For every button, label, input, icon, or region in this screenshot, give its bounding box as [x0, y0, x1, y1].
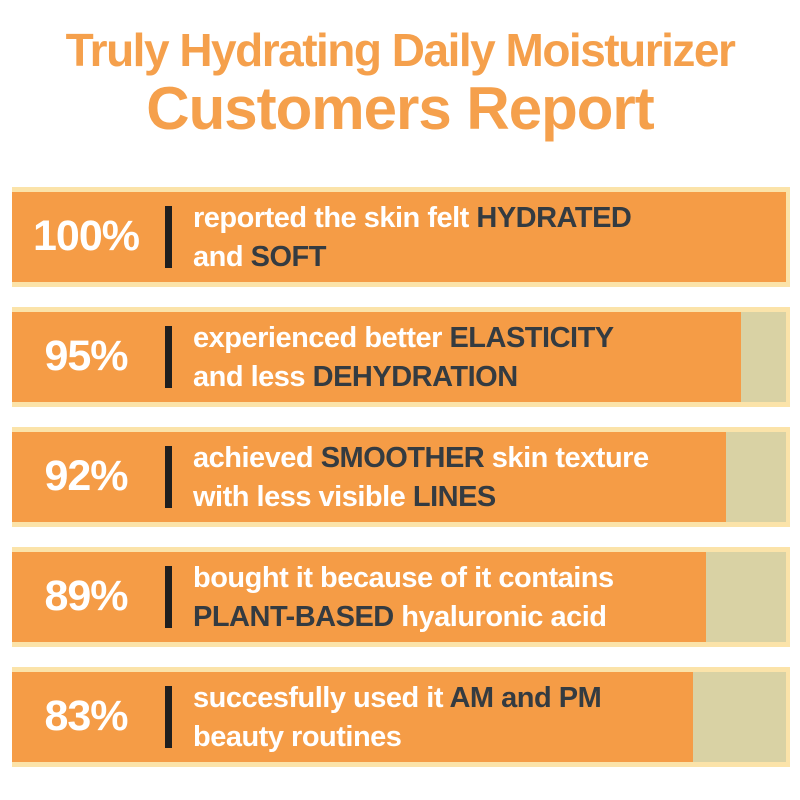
- bar-description-line: succesfully used it AM and PM: [193, 679, 602, 717]
- bar-description-line: reported the skin felt HYDRATED: [193, 199, 632, 237]
- bar-row: 89% bought it because of it contains PLAN…: [12, 546, 790, 647]
- bar-fill: [12, 431, 727, 522]
- regular-text: and: [193, 240, 251, 273]
- highlighted-text: SOFT: [250, 240, 327, 273]
- page-title: Truly Hydrating Daily Moisturizer: [65, 24, 736, 76]
- bar-content: 100% reported the skin felt HYDRATED and …: [12, 192, 786, 282]
- regular-text: skin texture: [484, 442, 649, 475]
- highlighted-text: SMOOTHER: [320, 442, 485, 475]
- page-subtitle: Customers Report: [146, 74, 654, 142]
- bar-percent-label: 83%: [44, 692, 128, 741]
- bar-fill: [12, 191, 786, 282]
- highlighted-text: PLANT-BASED: [193, 600, 394, 633]
- regular-text: bought it because of it contains: [193, 562, 614, 595]
- vertical-divider: [165, 205, 172, 268]
- regular-text: and less: [193, 360, 313, 393]
- bar-description: experienced better ELASTICITY and less DE…: [193, 317, 614, 396]
- bar-description-line: and SOFT: [193, 238, 631, 276]
- bar-chart: 100% reported the skin felt HYDRATED and …: [12, 186, 790, 767]
- regular-text: beauty routines: [193, 720, 402, 753]
- bar-percent-label: 89%: [44, 572, 128, 621]
- bar-row: 95% experienced better ELASTICITY and les…: [12, 306, 790, 407]
- highlighted-text: ELASTICITY: [449, 322, 614, 355]
- vertical-divider: [165, 685, 172, 748]
- bar-description: bought it because of it contains PLANT-BA…: [193, 557, 614, 636]
- bar-description: achieved SMOOTHER skin texture with less …: [193, 437, 649, 516]
- bar-track: 100% reported the skin felt HYDRATED and …: [12, 186, 790, 287]
- regular-text: achieved: [193, 442, 321, 475]
- bar-fill: [12, 551, 706, 642]
- bar-track: 83% succesfully used it AM and PM beauty …: [12, 666, 790, 767]
- highlighted-text: HYDRATED: [476, 202, 632, 235]
- bar-content: 83% succesfully used it AM and PM beauty …: [12, 672, 786, 762]
- regular-text: reported the skin felt: [193, 202, 477, 235]
- bar-percent-label: 95%: [44, 332, 128, 381]
- regular-text: hyaluronic acid: [393, 600, 607, 633]
- bar-description-line: experienced better ELASTICITY: [193, 319, 614, 357]
- bar-content: 95% experienced better ELASTICITY and les…: [12, 312, 786, 402]
- bar-description-line: beauty routines: [193, 718, 601, 756]
- highlighted-text: DEHYDRATION: [312, 360, 519, 393]
- vertical-divider: [165, 565, 172, 628]
- bar-content: 92% achieved SMOOTHER skin texture with l…: [12, 432, 786, 522]
- bar-content: 89% bought it because of it contains PLAN…: [12, 552, 786, 642]
- bar-percent-label: 92%: [44, 452, 128, 501]
- bar-track: 89% bought it because of it contains PLAN…: [12, 546, 790, 647]
- bar-description-line: with less visible LINES: [193, 478, 649, 516]
- bar-row: 100% reported the skin felt HYDRATED and …: [12, 186, 790, 287]
- bar-track: 92% achieved SMOOTHER skin texture with l…: [12, 426, 790, 527]
- bar-fill: [12, 671, 694, 762]
- bar-description: succesfully used it AM and PM beauty rout…: [193, 677, 602, 756]
- highlighted-text: LINES: [412, 480, 496, 513]
- vertical-divider: [165, 445, 172, 508]
- bar-fill: [12, 311, 742, 402]
- bar-percent-label: 100%: [33, 212, 140, 261]
- bar-description-line: and less DEHYDRATION: [193, 358, 614, 396]
- bar-track: 95% experienced better ELASTICITY and les…: [12, 306, 790, 407]
- regular-text: with less visible: [193, 480, 413, 513]
- bar-row: 83% succesfully used it AM and PM beauty …: [12, 666, 790, 767]
- vertical-divider: [165, 325, 172, 388]
- bar-row: 92% achieved SMOOTHER skin texture with l…: [12, 426, 790, 527]
- bar-description-line: PLANT-BASED hyaluronic acid: [193, 598, 614, 636]
- bar-description-line: achieved SMOOTHER skin texture: [193, 439, 649, 477]
- regular-text: succesfully used it: [193, 682, 450, 715]
- bar-description-line: bought it because of it contains: [193, 559, 614, 597]
- header: Truly Hydrating Daily Moisturizer Custom…: [0, 0, 800, 142]
- bar-description: reported the skin felt HYDRATED and SOFT: [193, 197, 632, 276]
- highlighted-text: AM and PM: [449, 682, 602, 715]
- regular-text: experienced better: [193, 322, 450, 355]
